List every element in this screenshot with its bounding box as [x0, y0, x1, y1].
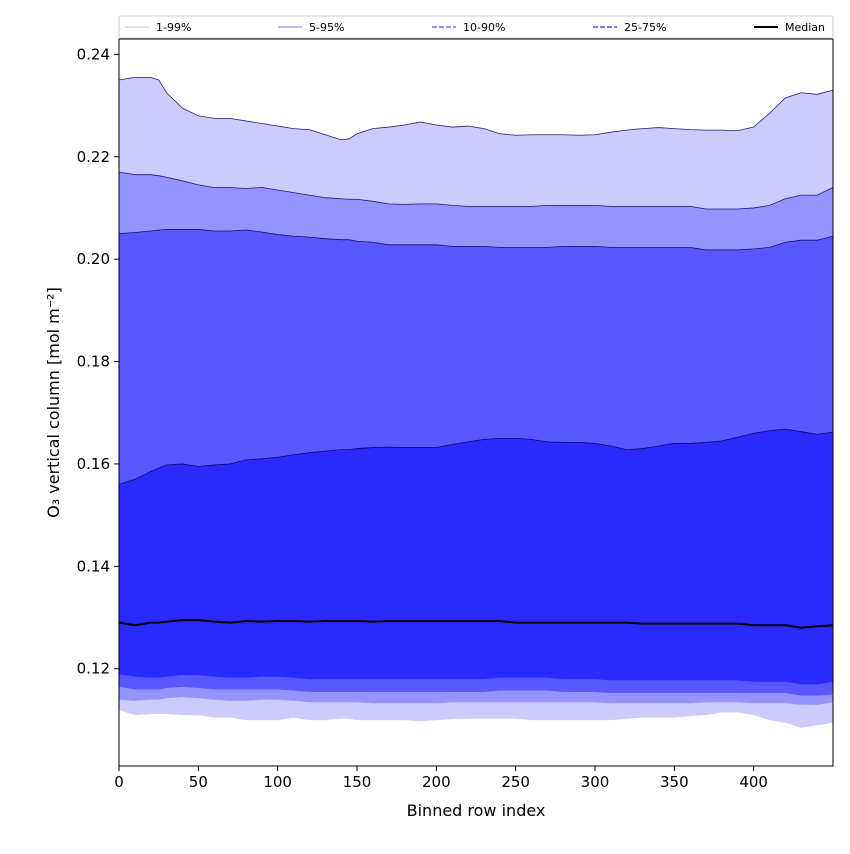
- series-median-line: [118, 619, 834, 629]
- plot-frame: [118, 38, 834, 767]
- band-edge-10-90%-upper: [118, 229, 834, 251]
- band-edge-1-99%-lower: [118, 709, 834, 728]
- x-axis-label: Binned row index: [407, 801, 546, 820]
- x-tick-label: 400: [739, 773, 768, 791]
- x-tick-label: 250: [501, 773, 530, 791]
- x-tick-label: 300: [581, 773, 610, 791]
- legend-label: Median: [785, 21, 825, 34]
- y-tick-label: 0.12: [77, 660, 110, 678]
- y-axis: 0.12 0.14 0.16 0.18 0.20 0.22 0.24: [77, 45, 119, 678]
- x-axis: 0 50 100 150 200 250 300 350 400: [114, 766, 768, 791]
- legend: 1-99% 5-95% 10-90% 25-75% Median: [118, 15, 834, 39]
- x-tick-label: 100: [263, 773, 292, 791]
- x-tick-label: 150: [343, 773, 372, 791]
- y-tick-label: 0.20: [77, 250, 110, 268]
- band-edge-10-90%-lower: [118, 686, 834, 696]
- y-tick-label: 0.14: [77, 557, 110, 575]
- legend-label: 1-99%: [156, 21, 191, 34]
- band-edge-25-75%-upper: [118, 428, 834, 485]
- x-tick-label: 0: [114, 773, 124, 791]
- band-edge-1-99%-upper: [118, 77, 834, 141]
- band-edge-5-95%-lower: [118, 696, 834, 705]
- y-axis-label: O₃ vertical column [mol m⁻²]: [44, 287, 63, 518]
- y-tick-label: 0.18: [77, 353, 110, 371]
- band-25-75%: [119, 429, 833, 685]
- band-edge-25-75%-lower: [118, 673, 834, 685]
- x-tick-label: 50: [189, 773, 208, 791]
- line-layer: [118, 77, 834, 728]
- legend-label: 5-95%: [309, 21, 344, 34]
- band-layer: [119, 77, 833, 728]
- x-tick-label: 200: [422, 773, 451, 791]
- y-tick-label: 0.16: [77, 455, 110, 473]
- y-tick-label: 0.22: [77, 148, 110, 166]
- legend-label: 10-90%: [463, 21, 505, 34]
- band-edge-5-95%-upper: [118, 171, 834, 210]
- y-tick-label: 0.24: [77, 45, 110, 63]
- x-tick-label: 350: [660, 773, 689, 791]
- legend-label: 25-75%: [624, 21, 666, 34]
- legend-box: [118, 15, 834, 39]
